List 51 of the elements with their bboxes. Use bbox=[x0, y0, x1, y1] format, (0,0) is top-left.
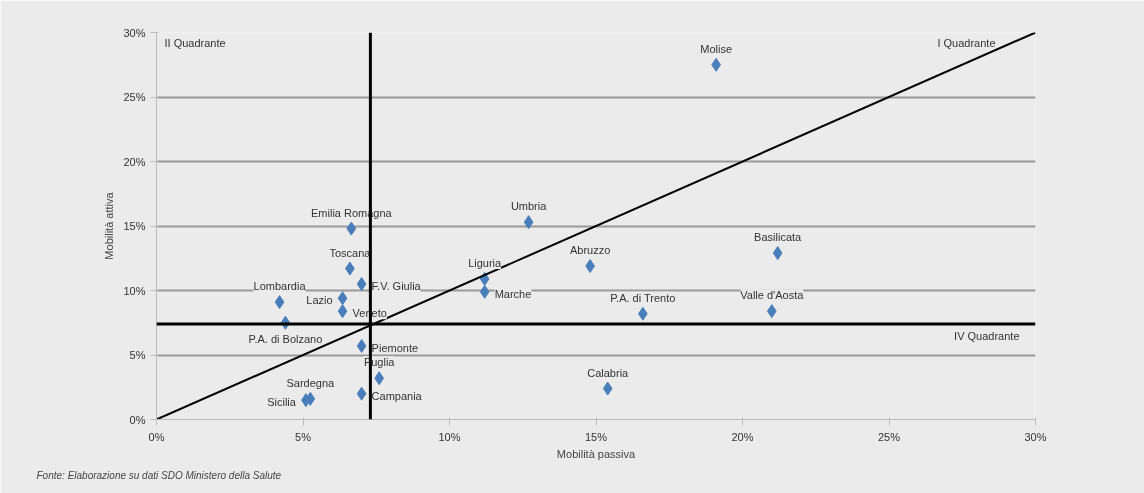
point bbox=[356, 386, 367, 401]
point bbox=[356, 338, 367, 353]
data-label: Calabria bbox=[587, 366, 630, 379]
y-tick-label: 5% bbox=[129, 349, 146, 361]
x-tick-label: 30% bbox=[1024, 430, 1047, 443]
x-tick-label: 10% bbox=[438, 430, 461, 443]
x-axis-title: Mobilità passiva bbox=[556, 447, 637, 460]
x-tick-label: 20% bbox=[731, 430, 754, 443]
data-label: Molise bbox=[700, 42, 733, 55]
y-tick-label: 30% bbox=[123, 26, 146, 39]
y-tick-label: 20% bbox=[123, 155, 146, 168]
y-tick-label: 25% bbox=[123, 91, 146, 103]
point bbox=[274, 295, 285, 310]
annotation: I Quadrante bbox=[937, 36, 996, 49]
data-label: P.A. di Bolzano bbox=[248, 332, 323, 345]
point bbox=[337, 291, 348, 306]
y-tick-label: 10% bbox=[123, 284, 146, 297]
point bbox=[346, 221, 357, 236]
point bbox=[337, 304, 348, 319]
x-tick-label: 15% bbox=[584, 430, 608, 443]
data-label: Campania bbox=[371, 389, 423, 402]
x-tick-label: 25% bbox=[877, 430, 901, 443]
point bbox=[602, 381, 613, 396]
data-label: Piemonte bbox=[371, 341, 419, 354]
annotation: II Quadrante bbox=[164, 36, 226, 49]
data-label: Valle d'Aosta bbox=[740, 289, 805, 302]
y-tick-label: 0% bbox=[129, 413, 146, 426]
x-tick-label: 5% bbox=[295, 430, 312, 443]
y-axis-title: Mobilità attiva bbox=[103, 191, 116, 260]
data-label: Umbria bbox=[510, 200, 548, 213]
data-label: Liguria bbox=[468, 256, 503, 269]
data-label: Toscana bbox=[329, 246, 372, 259]
data-label: Marche bbox=[494, 287, 532, 300]
data-label: Abruzzo bbox=[569, 243, 611, 256]
point bbox=[356, 277, 367, 292]
point bbox=[523, 215, 534, 230]
point bbox=[479, 284, 490, 299]
data-label: Lombardia bbox=[253, 280, 307, 293]
data-label: Lazio bbox=[306, 294, 333, 307]
data-label: F.V. Giulia bbox=[371, 280, 422, 293]
data-label: P.A. di Trento bbox=[610, 291, 676, 304]
point bbox=[766, 304, 777, 319]
data-label: Sicilia bbox=[267, 396, 297, 409]
annotation: IV Quadrante bbox=[954, 330, 1020, 343]
source-note: Fonte: Elaborazione su dati SDO Ministero della Salute bbox=[36, 469, 282, 481]
y-tick-label: 15% bbox=[123, 220, 146, 232]
point bbox=[772, 246, 783, 261]
data-label: Basilicata bbox=[754, 231, 803, 244]
x-tick-label: 0% bbox=[148, 430, 165, 443]
point bbox=[374, 371, 385, 386]
data-label: Sardegna bbox=[286, 376, 336, 389]
